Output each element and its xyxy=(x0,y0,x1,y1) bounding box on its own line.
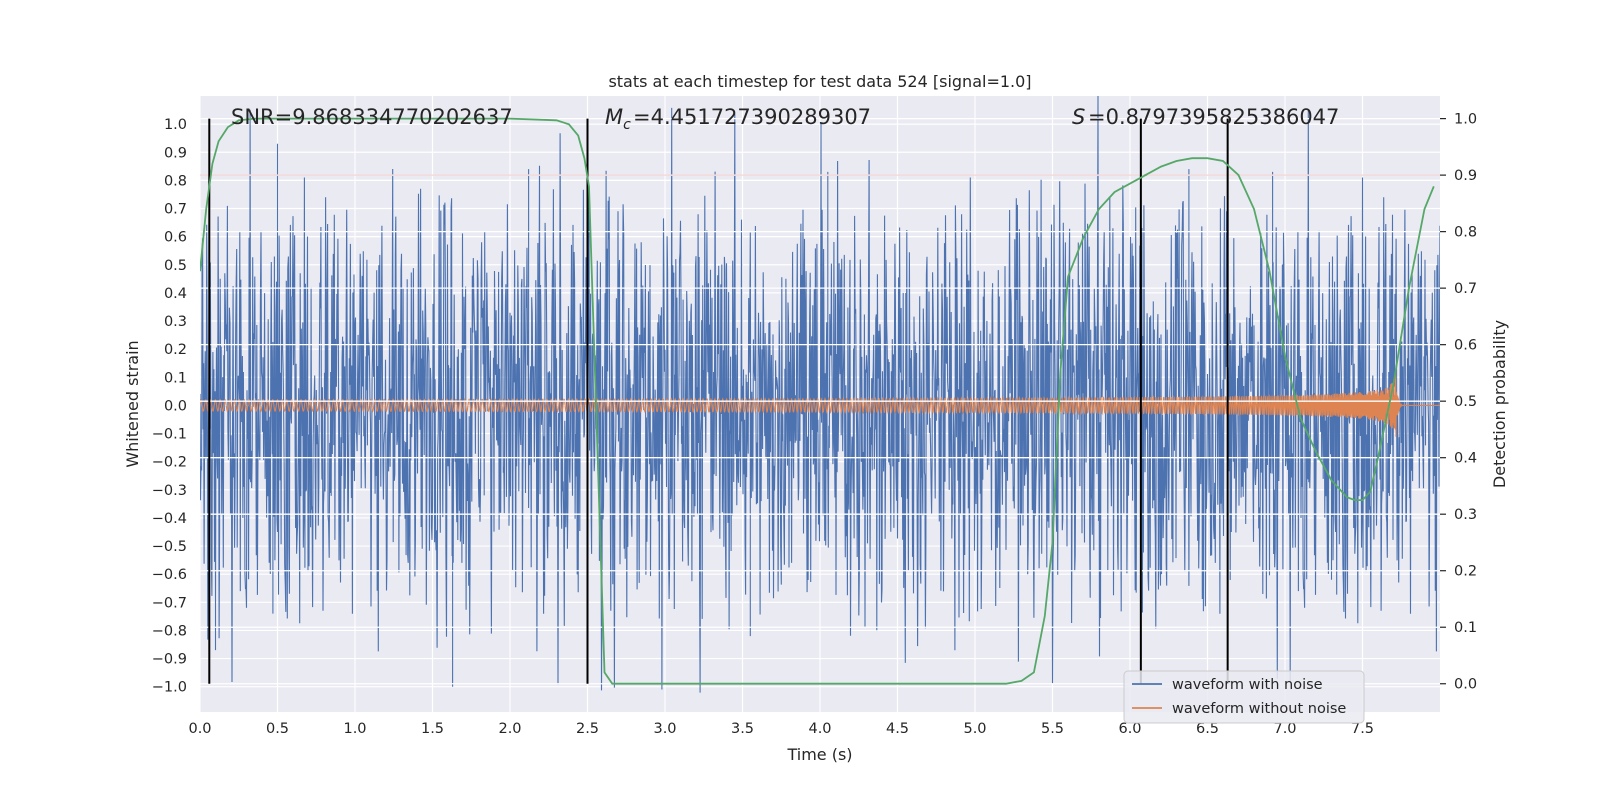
chart-title: stats at each timestep for test data 524… xyxy=(608,72,1031,91)
y-tick-label: −1.0 xyxy=(152,680,187,696)
legend-label-waveform-with-noise: waveform with noise xyxy=(1172,677,1323,693)
y-axis-ticks: 1.0 0.9 0.8 0.7 0.6 0.5 0.4 0.3 0.2 0.1 0.0 −0.1 −0.… xyxy=(152,117,187,696)
y-tick-label: −0.3 xyxy=(152,483,187,499)
x-tick-label: 1.5 xyxy=(421,721,444,737)
x-tick-label: 0.5 xyxy=(266,721,289,737)
y-axis-label: Whitened strain xyxy=(123,340,142,467)
y-tick-label: 0.3 xyxy=(164,314,187,330)
y-tick-label: −0.9 xyxy=(152,652,187,668)
x-tick-label: 4.5 xyxy=(886,721,909,737)
x-tick-label: 1.0 xyxy=(343,721,366,737)
x-tick-label: 5.5 xyxy=(1041,721,1064,737)
x-tick-label: 7.0 xyxy=(1273,721,1296,737)
y-tick-label: −0.7 xyxy=(152,595,187,611)
x-tick-label: 6.5 xyxy=(1196,721,1219,737)
y-tick-label: 0.8 xyxy=(164,173,187,189)
y2-tick-label: 0.2 xyxy=(1454,564,1477,580)
x-tick-label: 7.5 xyxy=(1351,721,1374,737)
legend: waveform with noise waveform without noi… xyxy=(1123,670,1365,724)
y-tick-label: 0.7 xyxy=(164,202,187,218)
y-tick-label: −0.8 xyxy=(152,623,187,639)
snr-annotation: SNR=9.868334770202637 xyxy=(231,105,513,129)
y-tick-label: 0.2 xyxy=(164,342,187,358)
series-detection-probability xyxy=(200,117,1435,685)
y2-tick-label: 1.0 xyxy=(1454,112,1477,128)
y-tick-label: 0.4 xyxy=(164,286,187,302)
y2-tick-label: 0.6 xyxy=(1454,338,1477,354)
y2-tick-label: 0.3 xyxy=(1454,507,1477,523)
y-tick-label: 0.0 xyxy=(164,398,187,414)
y-tick-label: 0.1 xyxy=(164,370,187,386)
y-tick-label: −0.2 xyxy=(152,455,187,471)
y2-tick-label: 0.5 xyxy=(1454,394,1477,410)
y2-tick-label: 0.8 xyxy=(1454,225,1477,241)
y-tick-label: −0.6 xyxy=(152,567,187,583)
y2-tick-label: 0.4 xyxy=(1454,451,1477,467)
s-annotation: =0.8797395825386047 xyxy=(1088,105,1339,129)
x-tick-label: 5.0 xyxy=(963,721,986,737)
x-tick-label: 3.5 xyxy=(731,721,754,737)
y-tick-label: 1.0 xyxy=(164,117,187,133)
mc-annotation: =4.451727390289307 xyxy=(633,105,871,129)
y2-tick-label: 0.9 xyxy=(1454,168,1477,184)
y-tick-label: −0.4 xyxy=(152,511,187,527)
y2-tick-label: 0.0 xyxy=(1454,677,1477,693)
vertical-marker-lines xyxy=(208,118,1229,684)
legend-label-waveform-without-noise: waveform without noise xyxy=(1172,701,1346,717)
x-axis-ticks: 0.0 0.5 1.0 1.5 2.0 2.5 3.0 3.5 4.0 4.5 5.0 5.5 6.0 6… xyxy=(188,721,1374,737)
y-tick-label: 0.9 xyxy=(164,145,187,161)
x-tick-label: 3.0 xyxy=(653,721,676,737)
x-tick-label: 6.0 xyxy=(1118,721,1141,737)
x-tick-label: 4.0 xyxy=(808,721,831,737)
x-tick-label: 0.0 xyxy=(188,721,211,737)
y-tick-label: −0.1 xyxy=(152,427,187,443)
y2-tick-label: 0.1 xyxy=(1454,620,1477,636)
y-tick-label: −0.5 xyxy=(152,539,187,555)
series-waveform-without-noise xyxy=(200,371,1440,437)
y2-tick-label: 0.7 xyxy=(1454,281,1477,297)
legend-box xyxy=(1123,670,1365,724)
x-axis-label: Time (s) xyxy=(786,745,852,764)
y2-axis-ticks: 1.0 0.9 0.8 0.7 0.6 0.5 0.4 0.3 0.2 0.1 0.0 xyxy=(1440,112,1477,693)
x-tick-label: 2.0 xyxy=(498,721,521,737)
y-tick-label: 0.5 xyxy=(164,258,187,274)
y2-axis-label: Detection probability xyxy=(1490,320,1509,488)
x-tick-label: 2.5 xyxy=(576,721,599,737)
y-tick-label: 0.6 xyxy=(164,230,187,246)
s-annotation-symbol: S xyxy=(1072,105,1085,129)
